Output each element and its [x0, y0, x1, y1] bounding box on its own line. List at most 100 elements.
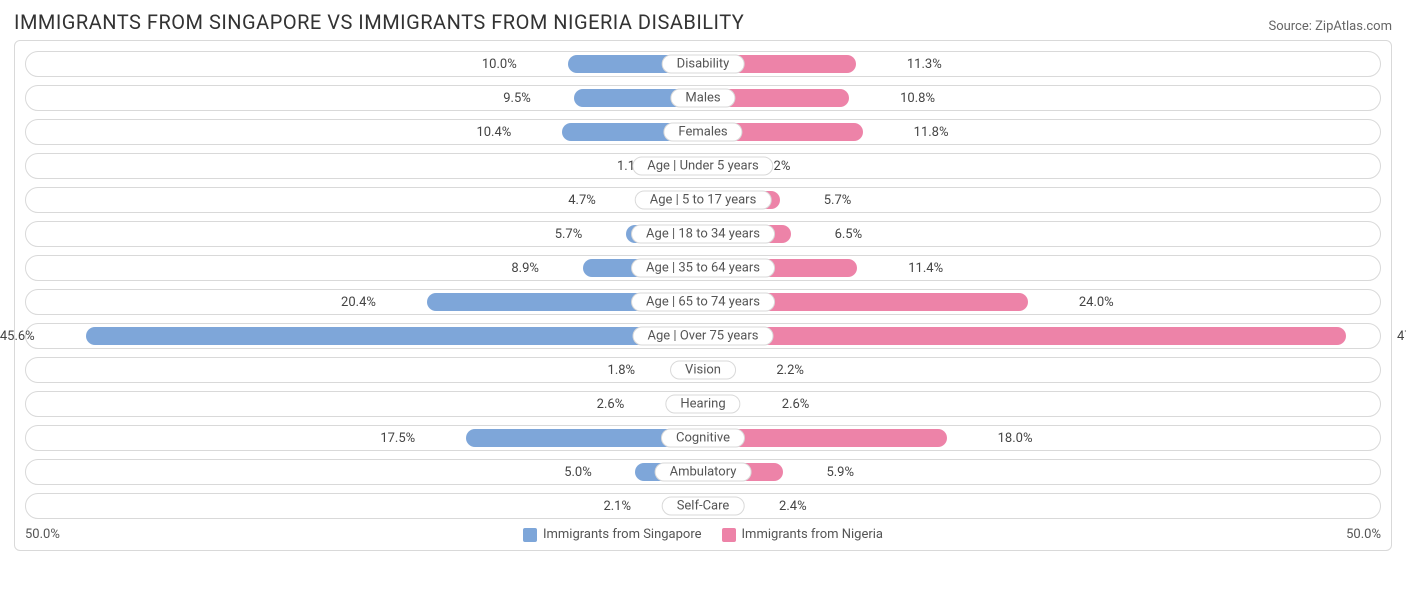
row-left-half: 1.1% [26, 154, 703, 178]
row-right-half: 11.4% [703, 256, 1380, 280]
row-right-half: 2.2% [703, 358, 1380, 382]
bar-right [703, 327, 1346, 345]
bar-right-value: 47.5% [1389, 324, 1406, 348]
row-right-half: 18.0% [703, 426, 1380, 450]
row-left-half: 2.1% [26, 494, 703, 518]
row-right-half: 24.0% [703, 290, 1380, 314]
legend-label-right: Immigrants from Nigeria [742, 527, 884, 542]
row-left-half: 1.8% [26, 358, 703, 382]
chart-title: IMMIGRANTS FROM SINGAPORE VS IMMIGRANTS … [14, 10, 744, 34]
legend-swatch-left [523, 528, 537, 542]
chart-row: 8.9% 11.4% Age | 35 to 64 years [25, 255, 1381, 281]
bar-right-value: 2.6% [774, 392, 810, 416]
bar-left-value: 1.8% [608, 358, 644, 382]
row-right-half: 11.3% [703, 52, 1380, 76]
row-left-half: 5.0% [26, 460, 703, 484]
chart-container: 10.0%11.3%Disability9.5%10.8%Males10.4%1… [14, 40, 1392, 551]
source-label: Source: ZipAtlas.com [1268, 19, 1392, 34]
chart-row: 9.5% 10.8% Males [25, 85, 1381, 111]
category-pill: Cognitive [661, 429, 745, 448]
row-right-half: 11.8% [703, 120, 1380, 144]
bar-right-value: 2.4% [771, 494, 807, 518]
bar-right-value: 11.4% [900, 256, 943, 280]
row-right-half: 1.2% [703, 154, 1380, 178]
bar-right-value: 11.3% [899, 52, 942, 76]
page: IMMIGRANTS FROM SINGAPORE VS IMMIGRANTS … [0, 0, 1406, 563]
bar-left-value: 20.4% [341, 290, 384, 314]
row-right-half: 6.5% [703, 222, 1380, 246]
category-pill: Age | 5 to 17 years [635, 191, 772, 210]
bar-right-value: 18.0% [990, 426, 1033, 450]
row-left-half: 8.9% [26, 256, 703, 280]
category-pill: Hearing [665, 395, 740, 414]
category-pill: Self-Care [662, 497, 745, 516]
row-right-half: 2.6% [703, 392, 1380, 416]
bar-left-value: 2.1% [603, 494, 639, 518]
chart-row: 5.0% 5.9% Ambulatory [25, 459, 1381, 485]
chart-row: 2.6% 2.6% Hearing [25, 391, 1381, 417]
bar-left-value: 45.6% [0, 324, 43, 348]
row-right-half: 47.5% [703, 324, 1380, 348]
chart-row: 5.7% 6.5% Age | 18 to 34 years [25, 221, 1381, 247]
category-pill: Disability [662, 55, 745, 74]
legend-label-left: Immigrants from Singapore [543, 527, 702, 542]
category-pill: Age | Under 5 years [632, 157, 773, 176]
bar-right-value: 5.7% [816, 188, 852, 212]
row-right-half: 2.4% [703, 494, 1380, 518]
category-pill: Females [663, 123, 742, 142]
bar-left-value: 10.0% [482, 52, 525, 76]
legend-item-left: Immigrants from Singapore [523, 527, 702, 542]
chart-row: 1.1%1.2%Age | Under 5 years [25, 153, 1381, 179]
bar-left-value: 17.5% [380, 426, 423, 450]
bar-left-value: 9.5% [503, 86, 539, 110]
row-left-half: 20.4% [26, 290, 703, 314]
axis-right-label: 50.0% [1346, 527, 1381, 542]
row-right-half: 10.8% [703, 86, 1380, 110]
header-row: IMMIGRANTS FROM SINGAPORE VS IMMIGRANTS … [14, 10, 1392, 34]
category-pill: Males [670, 89, 735, 108]
legend: Immigrants from Singapore Immigrants fro… [523, 527, 883, 542]
category-pill: Age | Over 75 years [633, 327, 774, 346]
bar-right-value: 5.9% [818, 460, 854, 484]
row-left-half: 10.0% [26, 52, 703, 76]
chart-row: 1.8% 2.2% Vision [25, 357, 1381, 383]
category-pill: Age | 65 to 74 years [631, 293, 775, 312]
bar-right-value: 2.2% [768, 358, 804, 382]
category-pill: Age | 35 to 64 years [631, 259, 775, 278]
bar-right-value: 6.5% [827, 222, 863, 246]
category-pill: Ambulatory [655, 463, 752, 482]
row-left-half: 10.4% [26, 120, 703, 144]
row-right-half: 5.9% [703, 460, 1380, 484]
bar-right-value: 11.8% [906, 120, 949, 144]
bar-left-value: 2.6% [597, 392, 633, 416]
chart-row: 10.0% 11.3% Disability [25, 51, 1381, 77]
bar-left-value: 8.9% [511, 256, 547, 280]
bar-right-value: 10.8% [892, 86, 935, 110]
chart-row: 2.1% 2.4% Self-Care [25, 493, 1381, 519]
bar-left-value: 5.7% [555, 222, 591, 246]
chart-row: 20.4% 24.0% Age | 65 to 74 years [25, 289, 1381, 315]
axis-row: 50.0% Immigrants from Singapore Immigran… [25, 527, 1381, 542]
row-left-half: 45.6% [26, 324, 703, 348]
row-left-half: 2.6% [26, 392, 703, 416]
row-left-half: 4.7% [26, 188, 703, 212]
bar-right-value: 24.0% [1071, 290, 1114, 314]
category-pill: Age | 18 to 34 years [631, 225, 775, 244]
row-left-half: 5.7% [26, 222, 703, 246]
chart-row: 10.4% 11.8% Females [25, 119, 1381, 145]
category-pill: Vision [670, 361, 736, 380]
legend-item-right: Immigrants from Nigeria [722, 527, 884, 542]
chart-row: 45.6%47.5%Age | Over 75 years [25, 323, 1381, 349]
bar-left [86, 327, 703, 345]
bar-left-value: 5.0% [564, 460, 600, 484]
bar-left-value: 4.7% [568, 188, 604, 212]
legend-swatch-right [722, 528, 736, 542]
chart-row: 4.7% 5.7% Age | 5 to 17 years [25, 187, 1381, 213]
chart-rows: 10.0%11.3%Disability9.5%10.8%Males10.4%1… [25, 51, 1381, 519]
row-left-half: 17.5% [26, 426, 703, 450]
bar-left-value: 10.4% [476, 120, 519, 144]
row-right-half: 5.7% [703, 188, 1380, 212]
row-left-half: 9.5% [26, 86, 703, 110]
axis-left-label: 50.0% [25, 527, 60, 542]
chart-row: 17.5% 18.0% Cognitive [25, 425, 1381, 451]
